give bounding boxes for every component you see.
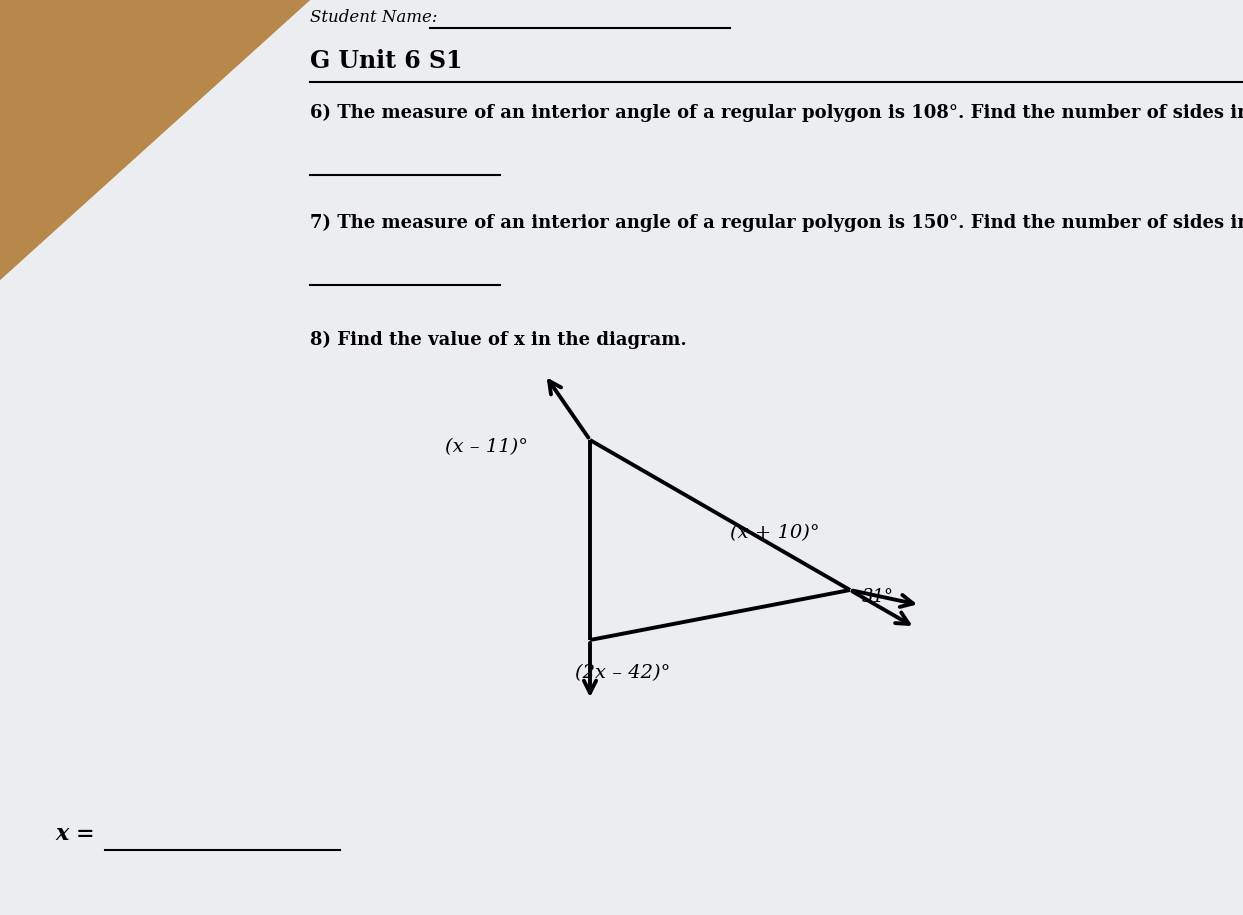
Text: Student Name:: Student Name: — [310, 9, 438, 26]
Text: (x – 11)°: (x – 11)° — [445, 438, 528, 456]
Text: (x + 10)°: (x + 10)° — [730, 524, 819, 542]
Text: (2x – 42)°: (2x – 42)° — [576, 664, 670, 682]
Polygon shape — [0, 0, 310, 280]
Text: 6) The measure of an interior angle of a regular polygon is 108°. Find the numbe: 6) The measure of an interior angle of a… — [310, 103, 1243, 122]
Text: x =: x = — [55, 823, 94, 845]
Text: 7) The measure of an interior angle of a regular polygon is 150°. Find the numbe: 7) The measure of an interior angle of a… — [310, 214, 1243, 232]
Text: G Unit 6 S1: G Unit 6 S1 — [310, 49, 462, 73]
Text: 8) Find the value of x in the diagram.: 8) Find the value of x in the diagram. — [310, 330, 686, 349]
Text: 31°: 31° — [861, 588, 894, 606]
